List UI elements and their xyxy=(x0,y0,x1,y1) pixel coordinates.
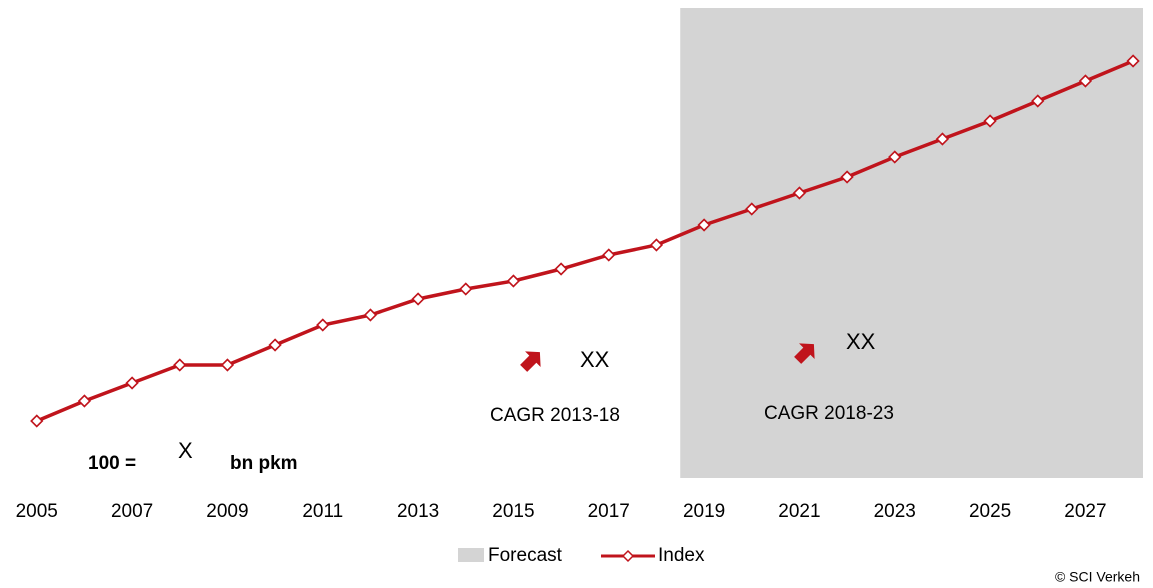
index-marker xyxy=(30,414,44,428)
cagr-label: CAGR 2018-23 xyxy=(764,403,894,424)
x-tick-label: 2027 xyxy=(1064,501,1106,522)
index-marker xyxy=(268,338,282,352)
index-marker xyxy=(173,358,187,372)
index-marker xyxy=(1031,94,1045,108)
index-marker xyxy=(77,394,92,408)
index-line xyxy=(36,59,1134,423)
legend-label: Index xyxy=(658,545,705,566)
x-tick-label: 2021 xyxy=(778,501,820,522)
x-tick-label: 2011 xyxy=(302,501,343,522)
cagr-arrow xyxy=(794,343,815,364)
legend-marker xyxy=(621,549,635,563)
index-marker xyxy=(554,262,568,276)
index-marker xyxy=(649,238,664,252)
index-marker xyxy=(840,170,854,184)
index-marker xyxy=(888,150,902,164)
index-marker xyxy=(935,132,950,146)
index-marker xyxy=(363,308,378,322)
cagr-value: XX xyxy=(846,329,876,354)
x-tick-label: 2013 xyxy=(397,501,439,522)
legend-label: Forecast xyxy=(488,545,563,566)
index-marker xyxy=(602,248,616,262)
x-tick-label: 2025 xyxy=(969,501,1011,522)
cagr-arrow xyxy=(520,351,541,372)
index-marker xyxy=(792,186,807,200)
index-marker xyxy=(983,114,997,128)
x-tick-label: 2019 xyxy=(683,501,725,522)
index-marker xyxy=(745,202,759,216)
base-unit: bn pkm xyxy=(230,453,298,474)
index-marker xyxy=(697,218,711,232)
legend: Forecast Index xyxy=(458,545,705,566)
index-marker xyxy=(459,282,473,296)
x-tick-label: 2007 xyxy=(111,501,153,522)
index-marker xyxy=(1126,54,1140,68)
x-tick-label: 2023 xyxy=(874,501,916,522)
index-marker xyxy=(411,292,425,306)
index-marker xyxy=(125,376,139,390)
cagr-label: CAGR 2013-18 xyxy=(490,405,620,426)
x-tick-label: 2009 xyxy=(206,501,248,522)
plot-area xyxy=(30,8,1143,478)
cagr-value: XX xyxy=(580,347,610,372)
index-marker xyxy=(220,358,235,372)
base-value: X xyxy=(178,438,193,463)
index-marker xyxy=(506,274,521,288)
legend-swatch xyxy=(458,548,484,562)
x-tick-label: 2015 xyxy=(492,501,534,522)
index-marker xyxy=(316,318,330,332)
forecast-area xyxy=(680,8,1143,478)
x-tick-label: 2017 xyxy=(588,501,630,522)
x-tick-label: 2005 xyxy=(16,501,58,522)
base-prefix: 100 = xyxy=(88,453,136,474)
index-marker xyxy=(1078,74,1093,88)
source: © SCI Verkeh xyxy=(1055,569,1140,585)
